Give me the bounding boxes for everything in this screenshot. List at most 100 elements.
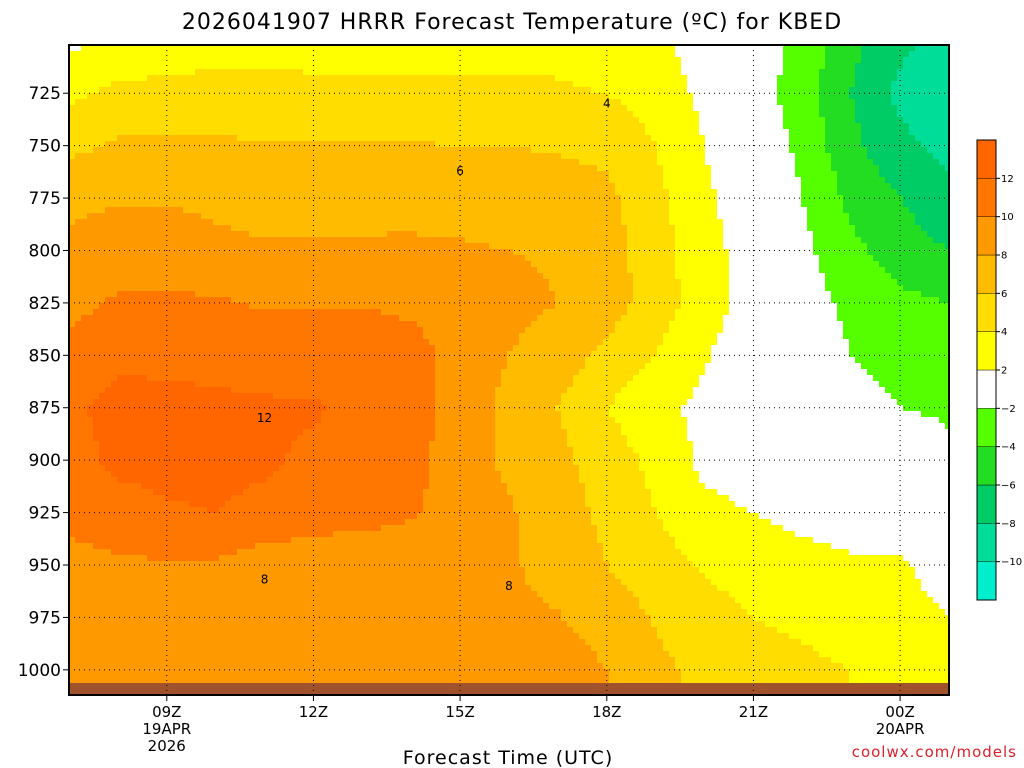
field-cell xyxy=(219,63,226,70)
field-cell xyxy=(213,627,220,634)
field-cell xyxy=(273,543,280,550)
field-cell xyxy=(117,633,124,640)
field-cell xyxy=(75,441,82,448)
field-cell xyxy=(267,267,274,274)
field-cell xyxy=(207,177,214,184)
field-cell xyxy=(141,279,148,286)
field-cell xyxy=(243,201,250,208)
field-cell xyxy=(297,177,304,184)
field-cell xyxy=(159,165,166,172)
field-cell xyxy=(123,339,130,346)
field-cell xyxy=(333,513,340,520)
field-cell xyxy=(81,447,88,454)
field-cell xyxy=(255,321,262,328)
field-cell xyxy=(339,519,346,526)
field-cell xyxy=(207,369,214,376)
field-cell xyxy=(279,495,286,502)
field-cell xyxy=(339,453,346,460)
field-cell xyxy=(153,171,160,178)
field-cell xyxy=(201,621,208,628)
field-cell xyxy=(285,363,292,370)
field-cell xyxy=(99,93,106,100)
field-cell xyxy=(213,549,220,556)
field-cell xyxy=(201,303,208,310)
field-cell xyxy=(123,549,130,556)
field-cell xyxy=(177,471,184,478)
field-cell xyxy=(279,105,286,112)
field-cell xyxy=(105,453,112,460)
field-cell xyxy=(117,555,124,562)
field-cell xyxy=(69,351,76,358)
field-cell xyxy=(129,273,136,280)
field-cell xyxy=(333,225,340,232)
field-cell xyxy=(303,549,310,556)
field-cell xyxy=(261,453,268,460)
field-cell xyxy=(327,645,334,652)
field-cell xyxy=(219,417,226,424)
field-cell xyxy=(93,267,100,274)
field-cell xyxy=(129,231,136,238)
field-cell xyxy=(141,153,148,160)
field-cell xyxy=(123,345,130,352)
field-cell xyxy=(159,231,166,238)
field-cell xyxy=(165,315,172,322)
field-cell xyxy=(129,111,136,118)
field-cell xyxy=(243,141,250,148)
field-cell xyxy=(189,525,196,532)
field-cell xyxy=(327,417,334,424)
field-cell xyxy=(225,663,232,670)
field-cell xyxy=(159,657,166,664)
field-cell xyxy=(237,273,244,280)
field-cell xyxy=(225,135,232,142)
field-cell xyxy=(189,219,196,226)
field-cell xyxy=(285,663,292,670)
field-cell xyxy=(207,549,214,556)
field-cell xyxy=(333,327,340,334)
field-cell xyxy=(69,225,76,232)
field-cell xyxy=(219,561,226,568)
field-cell xyxy=(141,465,148,472)
field-cell xyxy=(321,75,328,82)
field-cell xyxy=(309,273,316,280)
field-cell xyxy=(291,555,298,562)
field-cell xyxy=(243,489,250,496)
field-cell xyxy=(207,159,214,166)
field-cell xyxy=(261,285,268,292)
field-cell xyxy=(87,321,94,328)
field-cell xyxy=(207,99,214,106)
field-cell xyxy=(105,567,112,574)
field-cell xyxy=(285,93,292,100)
field-cell xyxy=(75,219,82,226)
field-cell xyxy=(327,51,334,58)
field-cell xyxy=(159,501,166,508)
field-cell xyxy=(285,519,292,526)
field-cell xyxy=(159,69,166,76)
field-cell xyxy=(81,639,88,646)
field-cell xyxy=(237,339,244,346)
field-cell xyxy=(321,345,328,352)
field-cell xyxy=(219,231,226,238)
field-cell xyxy=(285,567,292,574)
field-cell xyxy=(213,249,220,256)
field-cell xyxy=(165,645,172,652)
field-cell xyxy=(219,291,226,298)
field-cell xyxy=(165,81,172,88)
field-cell xyxy=(327,87,334,94)
field-cell xyxy=(321,321,328,328)
field-cell xyxy=(99,279,106,286)
field-cell xyxy=(315,369,322,376)
field-cell xyxy=(183,453,190,460)
field-cell xyxy=(213,267,220,274)
field-cell xyxy=(303,105,310,112)
field-cell xyxy=(123,105,130,112)
field-cell xyxy=(105,237,112,244)
field-cell xyxy=(189,135,196,142)
field-cell xyxy=(129,507,136,514)
field-cell xyxy=(285,615,292,622)
field-cell xyxy=(165,255,172,262)
field-cell xyxy=(309,237,316,244)
field-cell xyxy=(129,651,136,658)
field-cell xyxy=(249,411,256,418)
field-cell xyxy=(255,639,262,646)
field-cell xyxy=(75,549,82,556)
